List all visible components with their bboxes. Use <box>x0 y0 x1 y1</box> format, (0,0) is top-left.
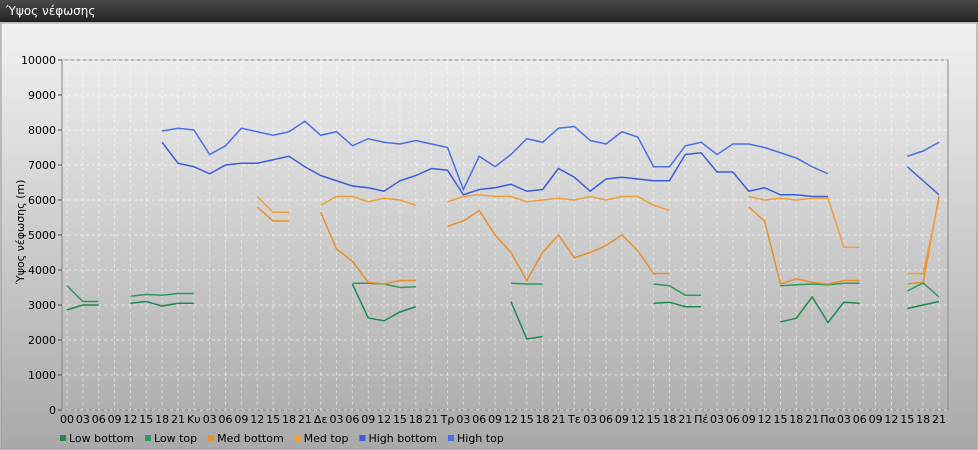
x-tick-label: 15 <box>393 413 407 426</box>
x-tick-label: 03 <box>330 413 344 426</box>
x-tick-label: 09 <box>869 413 883 426</box>
x-tick-label: 18 <box>662 413 676 426</box>
legend-swatch <box>60 435 66 441</box>
x-tick-label: 21 <box>678 413 692 426</box>
legend-label: Low bottom <box>69 432 134 445</box>
x-tick-label: 21 <box>298 413 312 426</box>
x-tick-label: 12 <box>884 413 898 426</box>
legend-swatch <box>208 435 215 441</box>
x-tick-label: 12 <box>377 413 391 426</box>
x-tick-label: Δε <box>314 413 328 426</box>
x-tick-label: 09 <box>108 413 122 426</box>
chart: Ύψος νέφωσης (m) 0 1000 2000 3000 4000 5000 60… <box>0 22 978 450</box>
x-tick-label: Κυ <box>187 413 201 426</box>
x-tick-label: 15 <box>139 413 153 426</box>
x-tick-label: 18 <box>916 413 930 426</box>
x-tick-label: 03 <box>837 413 851 426</box>
x-tick-label: 15 <box>773 413 787 426</box>
series-line <box>256 193 940 275</box>
legend-label: Med top <box>304 432 349 445</box>
x-tick-label: 09 <box>615 413 629 426</box>
x-tick-label: 06 <box>92 413 106 426</box>
y-tick-label: 2000 <box>28 334 56 347</box>
x-tick-label: 06 <box>345 413 359 426</box>
legend-swatch <box>448 435 454 441</box>
y-tick-label: 4000 <box>28 264 56 277</box>
x-tick-label: Πα <box>820 413 836 426</box>
y-tick-label: 5000 <box>28 229 56 242</box>
x-tick-label: 06 <box>726 413 740 426</box>
x-tick-label: 21 <box>551 413 565 426</box>
x-tick-label: 21 <box>805 413 819 426</box>
x-tick-label: 18 <box>789 413 803 426</box>
x-tick-label: 03 <box>710 413 724 426</box>
y-tick-label: 7000 <box>28 159 56 172</box>
x-tick-label: 21 <box>171 413 185 426</box>
y-tick-label: 8000 <box>28 124 56 137</box>
x-tick-label: 15 <box>647 413 661 426</box>
x-tick-label: 12 <box>250 413 264 426</box>
legend-label: High bottom <box>368 432 437 445</box>
legend-swatch <box>294 435 301 441</box>
x-tick-label: 12 <box>758 413 772 426</box>
x-tick-label: 06 <box>472 413 486 426</box>
x-tick-label: 03 <box>76 413 90 426</box>
y-tick-label: 6000 <box>28 194 56 207</box>
x-tick-label: 18 <box>409 413 423 426</box>
x-tick-label: 12 <box>631 413 645 426</box>
x-tick-label: Πέ <box>694 413 708 426</box>
title-bar: Ύψος νέφωσης <box>0 0 978 22</box>
x-tick-label: Τε <box>567 413 581 426</box>
x-tick-label: 21 <box>425 413 439 426</box>
y-tick-label: 0 <box>49 404 56 417</box>
x-tick-label: 12 <box>123 413 137 426</box>
x-tick-label: 03 <box>583 413 597 426</box>
x-tick-label: 06 <box>219 413 233 426</box>
series-line <box>256 196 940 285</box>
x-tick-label: 21 <box>932 413 946 426</box>
series-line <box>161 141 940 198</box>
y-axis-label: Ύψος νέφωσης (m) <box>14 180 27 286</box>
x-tick-label: 06 <box>853 413 867 426</box>
legend-swatch <box>359 435 366 441</box>
y-tick-label: 10000 <box>21 54 56 67</box>
series-line <box>161 120 940 192</box>
x-tick-label: 12 <box>504 413 518 426</box>
x-tick-label: 15 <box>900 413 914 426</box>
x-tick-label: 03 <box>203 413 217 426</box>
series-line <box>66 283 940 340</box>
y-tick-label: 3000 <box>28 299 56 312</box>
x-tick-label: 09 <box>742 413 756 426</box>
y-tick-label: 9000 <box>28 89 56 102</box>
x-tick-label: 18 <box>536 413 550 426</box>
legend-label: Med bottom <box>217 432 284 445</box>
legend-label: High top <box>457 432 504 445</box>
legend-swatch <box>144 435 151 441</box>
y-tick-label: 1000 <box>28 369 56 382</box>
x-tick-label: 09 <box>234 413 248 426</box>
x-tick-label: 18 <box>282 413 296 426</box>
x-tick-label: 09 <box>361 413 375 426</box>
chart-background <box>0 22 978 450</box>
x-tick-label: 00 <box>60 413 74 426</box>
legend-label: Low top <box>154 432 197 445</box>
x-tick-label: 15 <box>266 413 280 426</box>
x-tick-label: Τρ <box>440 413 455 426</box>
x-tick-label: 03 <box>456 413 470 426</box>
x-tick-label: 06 <box>599 413 613 426</box>
x-tick-label: 18 <box>155 413 169 426</box>
x-tick-label: 15 <box>520 413 534 426</box>
x-tick-label: 09 <box>488 413 502 426</box>
